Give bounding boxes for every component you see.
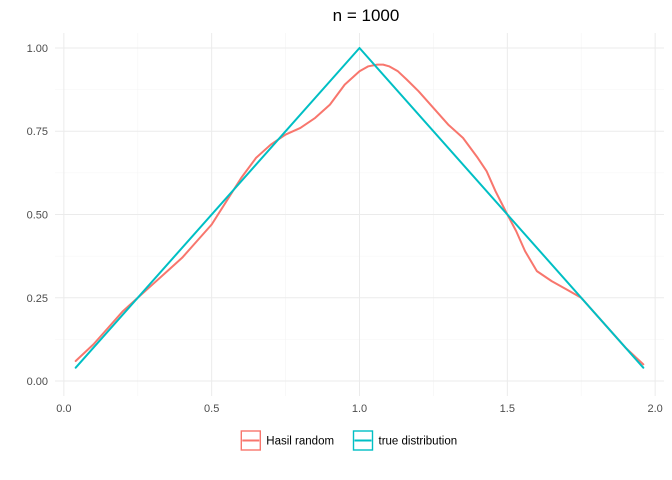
x-tick-label: 1.0: [352, 403, 367, 415]
legend-item: true distribution: [352, 430, 458, 451]
y-tick-label: 0.75: [27, 126, 48, 138]
x-tick-label: 1.5: [500, 403, 515, 415]
y-tick-label: 0.50: [27, 210, 48, 222]
chart-title: n = 1000: [333, 6, 400, 25]
legend-item: Hasil random: [240, 430, 334, 451]
series-line-true-distribution: [74, 46, 645, 369]
legend-label: true distribution: [379, 436, 458, 448]
y-tick-label: 0.00: [27, 376, 48, 388]
x-tick-label: 2.0: [647, 403, 662, 415]
x-tick-label: 0.5: [204, 403, 219, 415]
series-line-hasil-random: [74, 63, 645, 366]
legend: Hasil random true distribution: [240, 430, 458, 451]
y-tick-label: 1.00: [27, 43, 48, 55]
legend-key-box: [240, 430, 262, 451]
legend-key-box: [352, 430, 374, 451]
y-tick-label: 0.25: [27, 293, 48, 305]
legend-label: Hasil random: [266, 436, 334, 448]
y-axis: 0.00 0.25 0.50 0.75 1.00: [27, 43, 48, 388]
x-axis: 0.0 0.5 1.0 1.5 2.0: [56, 403, 663, 415]
x-tick-label: 0.0: [56, 403, 71, 415]
series-layer: [74, 46, 645, 369]
